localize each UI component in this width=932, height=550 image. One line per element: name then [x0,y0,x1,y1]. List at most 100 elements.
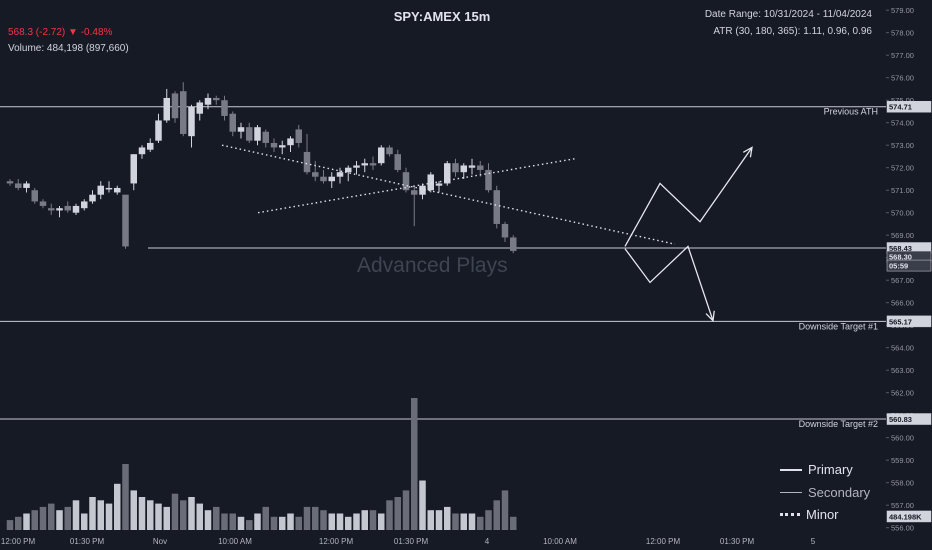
candle-15 [130,154,137,184]
price-label-box-0 [886,100,932,113]
candle-44 [369,163,377,166]
volume-bar-11 [97,500,104,530]
candle-4 [39,201,47,206]
x-tick-label-3: 10:00 AM [218,537,252,546]
volume-bar-1 [15,516,22,530]
volume-bar-14 [122,464,129,530]
volume-bar-26 [221,513,228,530]
candle-58 [485,169,492,191]
volume-bar-42 [353,513,360,530]
legend-secondary: Secondary [780,485,870,500]
candle-43 [361,163,368,166]
candle-8 [72,205,80,213]
candle-18 [155,120,162,141]
volume-bar-49 [411,398,418,530]
channel-line-1 [221,144,676,245]
y-tick-label-19: 575.00 [891,96,914,105]
volume-bar-30 [254,513,261,530]
price-label-6: 484.198K [889,512,922,521]
volume-bar-54 [452,513,459,530]
volume-bar-15 [130,490,137,530]
candle-25 [213,97,220,101]
volume-bar-59 [493,500,500,530]
volume-bar-20 [171,493,179,530]
legend-minor: Minor [780,507,839,522]
x-tick-label-5: 01:30 PM [394,537,429,546]
volume-bar-12 [105,503,113,530]
volume-bar-0 [6,520,14,530]
volume-bar-29 [246,520,253,530]
volume-bar-45 [378,513,385,530]
x-tick-label-8: 12:00 PM [646,537,681,546]
volume-bar-7 [64,506,71,530]
y-tick-label-6: 562.00 [891,389,914,398]
y-tick-label-7: 563.00 [891,366,914,375]
candle-9 [81,201,88,209]
volume-bar-61 [510,516,517,530]
candle-1 [15,183,22,188]
candle-6 [56,208,63,211]
candle-3 [31,190,38,202]
candle-46 [386,147,393,155]
volume-bar-58 [485,510,492,530]
volume-bar-21 [180,500,187,530]
candle-29 [246,127,253,141]
candle-14 [122,194,129,247]
projection-arrowhead-secondary [705,310,715,323]
candle-41 [345,167,352,173]
y-tick-label-8: 564.00 [891,344,914,353]
legend-primary: Primary [780,462,853,477]
candle-19 [163,97,170,121]
legend-primary-swatch [780,468,802,471]
volume-bar-39 [328,513,335,530]
candle-7 [64,205,71,211]
candle-37 [312,172,319,177]
volume-bar-35 [295,516,302,530]
volume-bar-38 [320,510,327,530]
price-label-box-6 [886,510,932,523]
candle-36 [303,151,311,173]
candle-30 [254,127,261,141]
y-tick-label-22: 578.00 [891,29,914,38]
legend-minor-swatch [780,513,800,516]
candle-42 [353,165,360,168]
x-tick-label-7: 10:00 AM [543,537,577,546]
legend-minor-label: Minor [806,507,839,522]
atr-readout: ATR (30, 180, 365): 1.11, 0.96, 0.96 [713,26,872,37]
y-tick-label-13: 569.00 [891,231,914,240]
x-tick-label-6: 4 [485,537,490,546]
y-tick-label-10: 566.00 [891,299,914,308]
price-label-box-5 [886,413,932,425]
y-tick-label-14: 570.00 [891,209,914,218]
candle-57 [477,165,484,170]
candle-22 [188,106,195,137]
volume-bar-37 [312,506,319,530]
candle-51 [427,174,434,191]
volume-bar-23 [196,503,203,530]
candle-45 [378,147,385,164]
volume-bar-2 [23,513,30,530]
watermark: Advanced Plays [357,254,508,277]
volume-bar-33 [279,516,286,530]
volume-bar-32 [270,516,278,530]
price-label-0: 574.71 [889,103,912,112]
x-tick-label-4: 12:00 PM [319,537,354,546]
y-tick-label-2: 558.00 [891,479,914,488]
volume-bar-51 [427,510,434,530]
price-label-box-3 [886,259,932,272]
candle-26 [221,100,228,116]
candle-17 [147,142,154,150]
y-tick-label-16: 572.00 [891,164,914,173]
candle-48 [402,172,410,191]
legend-secondary-label: Secondary [808,485,871,500]
price-label-4: 565.17 [889,317,912,326]
volume-readout: Volume: 484,198 (897,660) [8,43,129,54]
volume-bar-27 [229,513,236,530]
level-label-0: Previous ATH [824,107,878,117]
candle-60 [501,223,509,238]
volume-bar-56 [468,513,476,530]
volume-bar-3 [31,510,38,530]
volume-bar-31 [262,506,269,530]
level-label-2: Downside Target #1 [799,321,878,331]
